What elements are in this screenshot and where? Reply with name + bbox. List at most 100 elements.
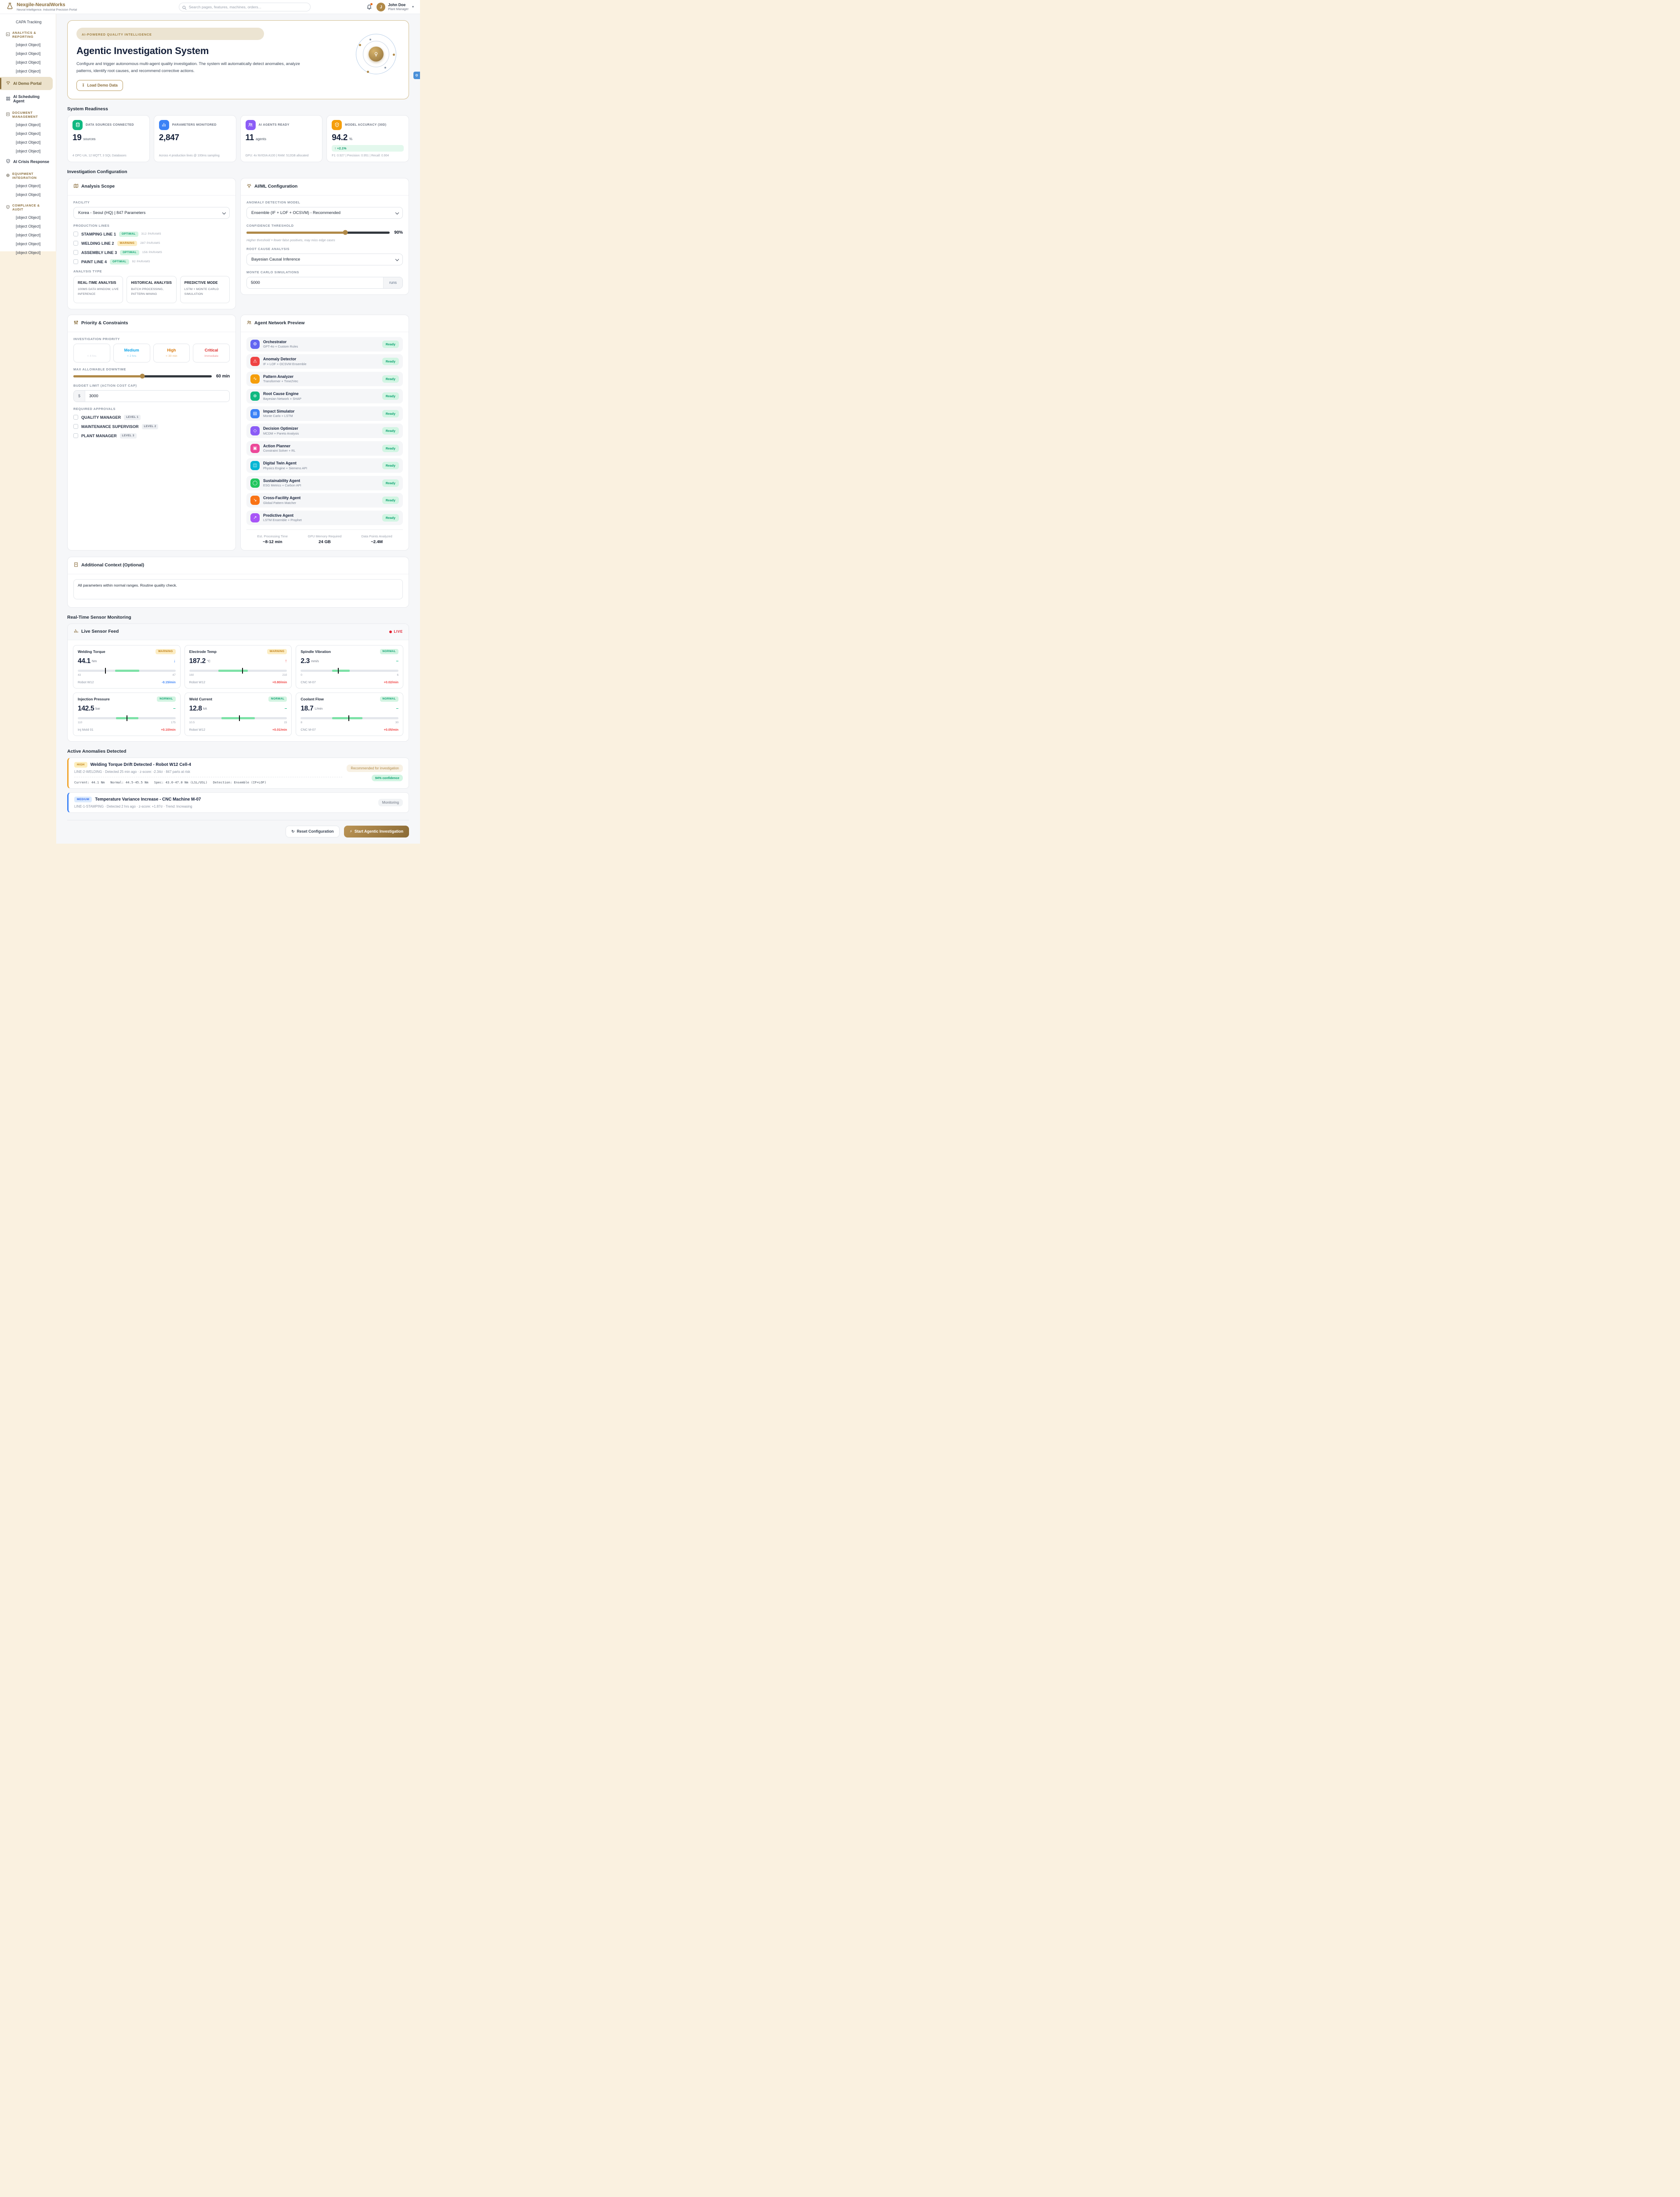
sidebar-documents-items: [object Object][object Object][object Ob… <box>0 120 56 156</box>
agent-row: ▣ Action Planner Constraint Solver + RL … <box>246 441 403 456</box>
orbit-dot <box>369 39 371 40</box>
model-select-wrap: Ensemble (IF + LOF + OCSVM) - Recommende… <box>246 207 403 219</box>
agent-icon: ⚠ <box>250 357 260 366</box>
sidebar-item[interactable]: [object Object] <box>0 231 56 239</box>
sidebar-item[interactable]: [object Object] <box>0 58 56 67</box>
load-demo-data-button[interactable]: ↧ Load Demo Data <box>76 80 123 91</box>
priority-option[interactable]: Medium < 2 hrs <box>113 344 150 363</box>
trend-icon: – <box>173 706 176 711</box>
document-icon <box>73 562 79 569</box>
hero-description: Configure and trigger autonomous multi-a… <box>76 60 316 75</box>
status-badge: Ready <box>382 341 399 348</box>
sidebar-item[interactable]: [object Object] <box>0 239 56 248</box>
range-min: 10.5 <box>189 721 195 724</box>
production-line-row: STAMPING LINE 1 OPTIMAL 312 PARAMS <box>73 232 230 237</box>
analysis-type-option[interactable]: REAL-TIME ANALYSIS 100MS DATA WINDOW, LI… <box>73 276 123 303</box>
stat-footer: Across 4 production lines @ 100ms sampli… <box>159 152 231 157</box>
sidebar-item-capa-tracking[interactable]: CAPA Tracking <box>0 18 56 26</box>
sidebar-item[interactable]: [object Object] <box>0 248 56 257</box>
start-investigation-button[interactable]: ⚡ Start Agentic Investigation <box>344 826 409 837</box>
sidebar-item[interactable]: [object Object] <box>0 147 56 156</box>
range-min: 0 <box>301 674 302 677</box>
confidence-value: 90% <box>394 230 403 235</box>
normal-zone <box>332 670 350 672</box>
sidebar-item[interactable]: [object Object] <box>0 190 56 199</box>
users-icon <box>246 120 256 130</box>
trend-icon: – <box>396 706 398 711</box>
search-input[interactable] <box>179 3 311 11</box>
anomaly-model-select[interactable]: Ensemble (IF + LOF + OCSVM) - Recommende… <box>246 207 403 219</box>
production-lines-label: PRODUCTION LINES <box>73 224 230 228</box>
sensor-status-badge: NORMAL <box>157 696 175 702</box>
sidebar-item[interactable]: [object Object] <box>0 181 56 190</box>
sidebar-item-ai-scheduling-agent[interactable]: AI Scheduling Agent <box>0 91 56 106</box>
rca-select-wrap: Bayesian Causal Inference <box>246 254 403 265</box>
downtime-slider[interactable] <box>73 375 212 377</box>
approval-checkbox[interactable] <box>73 424 78 429</box>
range-min: 110 <box>78 721 82 724</box>
agent-icon: ▣ <box>250 444 260 453</box>
line-checkbox[interactable] <box>73 250 78 255</box>
status-badge: Ready <box>382 410 399 417</box>
confidence-slider[interactable] <box>246 232 390 234</box>
sidebar-section-equipment: EQUIPMENT INTEGRATION <box>0 167 56 181</box>
context-textarea[interactable]: All parameters within normal ranges. Rou… <box>73 579 403 599</box>
approval-level-badge: LEVEL 1 <box>124 415 141 420</box>
sidebar-item[interactable]: [object Object] <box>0 120 56 129</box>
sidebar-item[interactable]: [object Object] <box>0 40 56 49</box>
brand: Nexgile-NeuralWorks Neural Intelligence.… <box>6 2 151 12</box>
analysis-type-option[interactable]: PREDICTIVE MODE LSTM + MONTE CARLO SIMUL… <box>180 276 230 303</box>
line-checkbox[interactable] <box>73 232 78 236</box>
line-checkbox[interactable] <box>73 241 78 246</box>
reset-configuration-button[interactable]: ↻ Reset Configuration <box>286 826 339 837</box>
sidebar-item-ai-crisis-response[interactable]: AI Crisis Response <box>0 156 56 167</box>
sensor-card: Electrode Temp WARNING 187.2 °C ↑ <box>185 645 292 689</box>
live-sensor-feed-card: Live Sensor Feed LIVE Welding Torque WAR… <box>67 624 409 742</box>
status-badge: Ready <box>382 358 399 365</box>
section-investigation-configuration: Investigation Configuration <box>67 169 409 174</box>
slider-knob[interactable] <box>140 374 145 379</box>
monte-carlo-input[interactable] <box>247 277 383 288</box>
sidebar-section-analytics: ANALYTICS & REPORTING <box>0 26 56 40</box>
machine-label: Inj Mold 01 <box>78 728 94 732</box>
sidebar-item[interactable]: [object Object] <box>0 49 56 58</box>
production-lines: STAMPING LINE 1 OPTIMAL 312 PARAMS WELDI… <box>73 232 230 265</box>
sidebar-item[interactable]: [object Object] <box>0 222 56 231</box>
sidebar-item[interactable]: [object Object] <box>0 67 56 76</box>
downtime-value: 60 min <box>216 374 230 379</box>
priority-option[interactable]: Low < 4 hrs <box>73 344 110 363</box>
priority-option[interactable]: Critical Immediate <box>193 344 230 363</box>
refresh-icon: ↻ <box>291 829 294 834</box>
sidebar-item[interactable]: [object Object] <box>0 138 56 147</box>
production-line-row: WELDING LINE 2 WARNING 287 PARAMS <box>73 241 230 246</box>
agent-row: ∿ Pattern Analyzer Transformer + Time2Ve… <box>246 372 403 386</box>
section-sensor-monitoring: Real-Time Sensor Monitoring <box>67 615 409 620</box>
sidebar-item[interactable]: [object Object] <box>0 213 56 222</box>
approval-checkbox[interactable] <box>73 415 78 420</box>
budget-input[interactable] <box>85 391 229 402</box>
sensor-status-badge: WARNING <box>156 649 176 654</box>
line-params: 92 PARAMS <box>132 260 150 263</box>
agent-icon: ◇ <box>250 426 260 435</box>
slider-fill <box>73 375 142 377</box>
priority-option[interactable]: High < 30 min <box>153 344 190 363</box>
agent-row: ▤ Impact Simulator Monte Carlo + LSTM Re… <box>246 406 403 421</box>
slider-knob[interactable] <box>343 230 348 235</box>
normal-zone <box>221 717 255 719</box>
approval-checkbox[interactable] <box>73 433 78 438</box>
analysis-type-option[interactable]: HISTORICAL ANALYSIS BATCH PROCESSING, PA… <box>127 276 176 303</box>
sidebar-item[interactable]: [object Object] <box>0 129 56 138</box>
agent-icon: ▤ <box>250 409 260 418</box>
severity-badge: MEDIUM <box>74 797 92 802</box>
root-cause-select[interactable]: Bayesian Causal Inference <box>246 254 403 265</box>
facility-select[interactable]: Korea - Seoul (HQ) | 847 Parameters <box>73 207 230 219</box>
line-label: WELDING LINE 2 <box>81 241 114 246</box>
agent-icon: ↘ <box>250 496 260 505</box>
trend-icon: – <box>396 659 398 663</box>
brand-tagline: Neural Intelligence. Industrial Precisio… <box>17 8 77 11</box>
sidebar-item-ai-demo-portal[interactable]: AI Demo Portal <box>0 77 53 90</box>
line-checkbox[interactable] <box>73 259 78 264</box>
user-menu[interactable]: J John Doe Plant Manager ▾ <box>377 3 414 11</box>
floating-widget-button[interactable]: ⚙ <box>413 72 420 79</box>
notification-bell-icon[interactable] <box>366 4 373 11</box>
